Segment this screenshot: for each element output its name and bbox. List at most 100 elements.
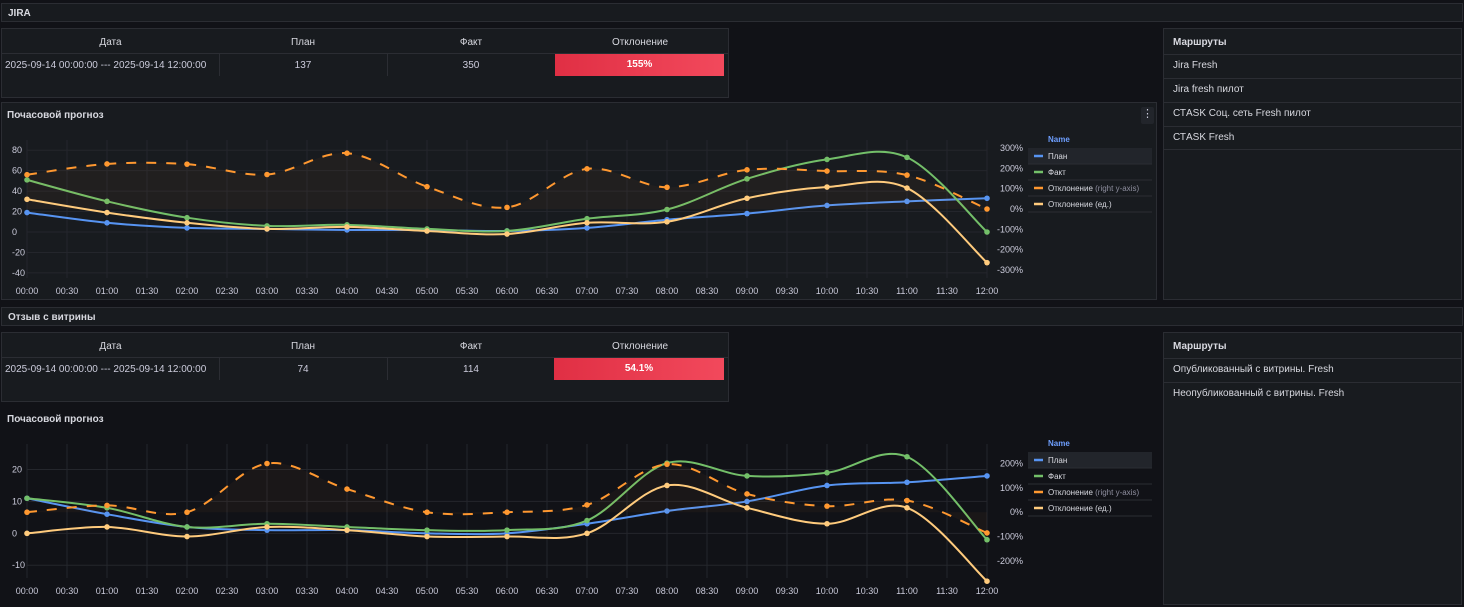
y2-tick-label: 100% — [1000, 184, 1023, 194]
y2-tick-label: -300% — [997, 265, 1023, 275]
y2-tick-label: -200% — [997, 245, 1023, 255]
route-item[interactable]: СТASK Соц. сеть Fresh пилот — [1164, 102, 1461, 126]
data-point — [24, 209, 30, 216]
data-point — [664, 184, 670, 191]
column-header-fact[interactable]: Факт — [459, 341, 483, 352]
x-tick-label: 05:00 — [416, 286, 439, 296]
data-point — [264, 171, 270, 178]
data-point — [24, 171, 30, 178]
y-tick-label: -40 — [12, 268, 25, 278]
data-point — [984, 229, 990, 235]
chart-title: Почасовой прогноз — [7, 110, 104, 121]
x-tick-label: 04:00 — [336, 286, 359, 296]
route-item[interactable]: Jira Fresh — [1164, 54, 1461, 78]
y-tick-label: 60 — [12, 166, 22, 176]
data-point — [184, 220, 190, 226]
x-tick-label: 01:00 — [96, 286, 119, 296]
cell-date: 2025-09-14 00:00:00 --- 2025-09-14 12:00… — [5, 60, 207, 71]
x-tick-label: 04:30 — [376, 586, 399, 596]
data-point — [104, 502, 110, 509]
legend-label: Факт — [1048, 472, 1066, 481]
legend-item — [1028, 452, 1152, 468]
data-point — [264, 226, 270, 232]
data-point — [984, 206, 990, 212]
data-point — [984, 195, 990, 202]
data-point — [824, 503, 830, 509]
data-point — [824, 520, 830, 527]
data-point — [424, 183, 430, 190]
data-point — [904, 453, 910, 460]
data-point — [104, 209, 110, 216]
x-tick-label: 03:00 — [256, 286, 279, 296]
y-tick-label: 20 — [12, 465, 22, 475]
data-point — [504, 204, 510, 211]
data-point — [24, 495, 30, 502]
section-title: Отзыв с витрины — [8, 312, 96, 323]
data-point — [184, 161, 190, 167]
section-header-jira[interactable]: JIRA — [1, 3, 1463, 22]
data-point — [984, 473, 990, 479]
route-item[interactable]: СТASK Fresh — [1164, 126, 1461, 150]
data-point — [104, 511, 110, 517]
cell-divider — [387, 358, 388, 380]
data-point — [104, 524, 110, 530]
legend-label: Факт — [1048, 168, 1066, 177]
x-tick-label: 02:00 — [176, 586, 199, 596]
y2-tick-label: 200% — [1000, 163, 1023, 173]
data-point — [664, 218, 670, 225]
data-point — [984, 536, 990, 543]
x-tick-label: 00:30 — [56, 586, 79, 596]
cell-fact: 114 — [463, 364, 479, 375]
data-point — [744, 195, 750, 202]
data-point — [584, 166, 590, 172]
legend-item — [1028, 148, 1152, 164]
legend-title: Name — [1048, 135, 1070, 144]
column-header-deviation[interactable]: Отклонение — [611, 341, 669, 352]
more-vertical-icon[interactable]: ⋮ — [1141, 107, 1154, 124]
x-tick-label: 02:00 — [176, 286, 199, 296]
series-area — [27, 463, 987, 533]
data-point — [904, 185, 910, 191]
data-point — [744, 210, 750, 217]
route-item[interactable]: Jira fresh пилот — [1164, 78, 1461, 102]
data-point — [344, 527, 350, 533]
data-point — [504, 509, 510, 516]
section-header-showcase[interactable]: Отзыв с витрины — [1, 307, 1463, 326]
x-tick-label: 05:00 — [416, 586, 439, 596]
table-divider — [2, 357, 728, 358]
data-point — [264, 460, 270, 467]
column-header-fact[interactable]: Факт — [459, 37, 483, 48]
legend-label: Отклонение (ед.) — [1048, 504, 1112, 513]
column-header-deviation[interactable]: Отклонение — [611, 37, 669, 48]
route-item[interactable]: Неопубликованный с витрины. Fresh — [1164, 382, 1461, 406]
x-tick-label: 04:30 — [376, 286, 399, 296]
y2-tick-label: 0% — [1010, 507, 1023, 517]
y2-tick-label: -100% — [997, 224, 1023, 234]
column-header-plan[interactable]: План — [290, 37, 316, 48]
x-tick-label: 09:30 — [776, 586, 799, 596]
line-chart: 80 60 40 20 0 -20 -40 300% 200% 100% 0% -100% -200% -… — [12, 135, 1152, 296]
data-point — [184, 214, 190, 221]
data-point — [664, 482, 670, 489]
column-header-date[interactable]: Дата — [99, 341, 122, 352]
data-point — [584, 220, 590, 226]
route-item[interactable]: Опубликованный с витрины. Fresh — [1164, 358, 1461, 382]
x-tick-label: 07:30 — [616, 586, 639, 596]
data-point — [24, 509, 30, 516]
cell-deviation: 54.1% — [554, 358, 724, 380]
column-header-plan[interactable]: План — [290, 341, 316, 352]
data-point — [904, 497, 910, 504]
data-point — [184, 533, 190, 540]
y-tick-label: -10 — [12, 560, 25, 570]
x-tick-label: 09:00 — [736, 586, 759, 596]
y-tick-label: -20 — [12, 247, 25, 257]
legend-label: Отклонение (right y-axis) — [1048, 488, 1139, 497]
legend-label-suffix: (right y-axis) — [1093, 488, 1140, 497]
data-point — [24, 177, 30, 183]
data-point — [504, 231, 510, 237]
x-tick-label: 03:00 — [256, 586, 279, 596]
column-header-date[interactable]: Дата — [99, 37, 122, 48]
x-tick-label: 12:00 — [976, 286, 999, 296]
data-point — [184, 524, 190, 530]
cell-divider — [387, 54, 388, 76]
